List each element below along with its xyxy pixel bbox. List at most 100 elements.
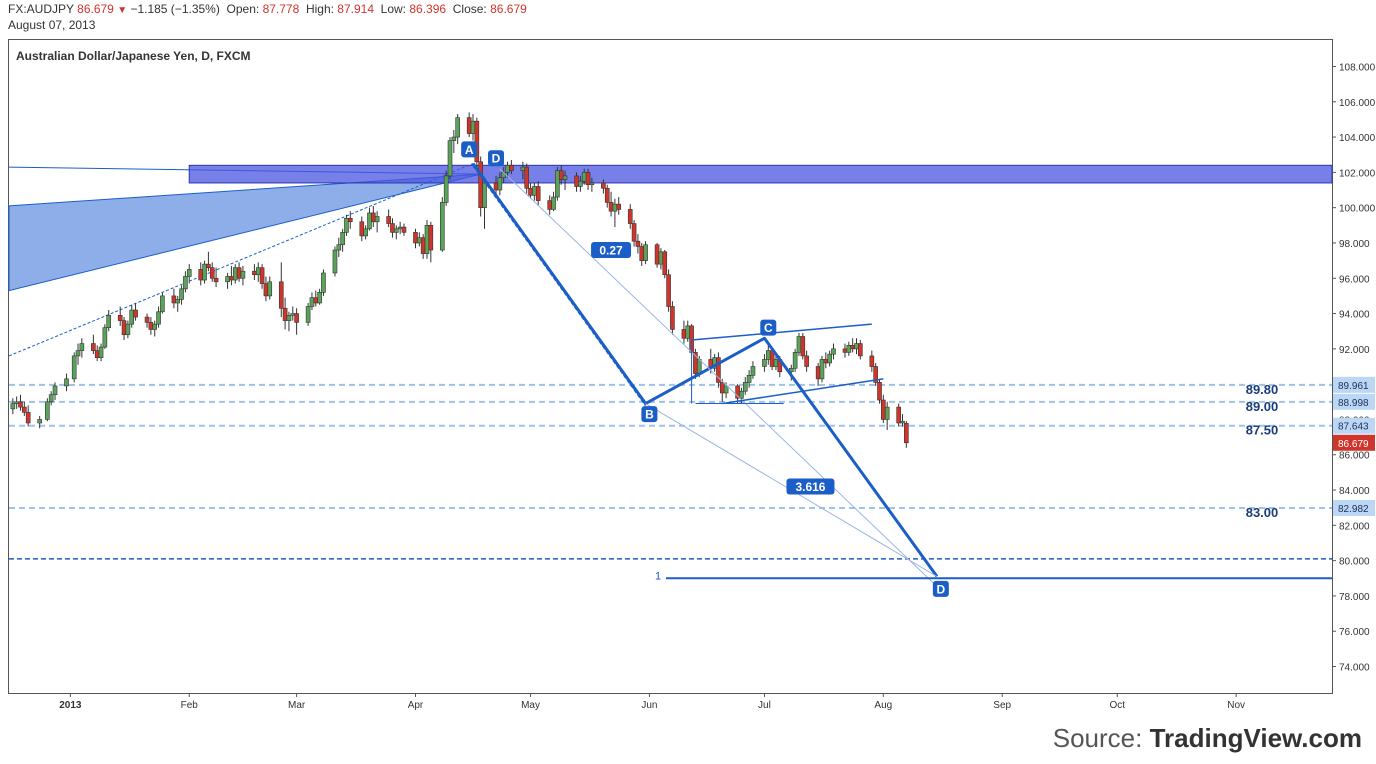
candle-body (696, 359, 702, 374)
candle-body (524, 166, 529, 189)
candle-body (390, 223, 395, 233)
x-axis[interactable]: 2013 Feb Mar Apr May Jun Jul Aug Sep Oct Nov (59, 693, 1245, 711)
candle-body (48, 394, 54, 403)
ratio-label-bg (591, 242, 632, 259)
candle-body (505, 165, 510, 173)
candle-body (858, 343, 863, 357)
candle-body (831, 348, 836, 355)
candle-body (91, 343, 96, 351)
candle-body (359, 221, 365, 237)
candle-body (643, 244, 648, 261)
x-tick-label: Apr (408, 700, 424, 711)
high-label: High: (305, 2, 334, 16)
y-tick-label: 84.000 (1339, 486, 1370, 497)
candle-body (532, 186, 537, 196)
x-tick-label: Aug (874, 700, 892, 711)
pattern-point-label-bg (641, 406, 658, 423)
axis-level-value: 82.982 (1338, 504, 1369, 515)
candle-body (64, 378, 69, 387)
candle-body (152, 323, 158, 330)
current-price-badge (1333, 434, 1375, 451)
y-tick-label: 94.000 (1339, 310, 1370, 321)
y-tick-label: 108.000 (1339, 62, 1376, 73)
candle-body (578, 180, 583, 187)
abcd-legs (471, 162, 939, 578)
level-label: 83.00 (1246, 505, 1279, 520)
abcd-pattern[interactable]: 1 A D B C D 0.27 3.616 (461, 141, 1332, 597)
current-price-value: 86.679 (1338, 439, 1369, 450)
candle-body (332, 249, 338, 274)
candle-body (478, 161, 483, 208)
candle-body (22, 406, 27, 413)
candle-body (133, 309, 138, 318)
candle-body (401, 226, 407, 233)
last-price: 86.679 (77, 2, 114, 16)
ratio-label-bg (786, 478, 835, 495)
candle-body (574, 175, 579, 187)
x-tick-label: Nov (1227, 700, 1245, 711)
candle-body (371, 212, 376, 223)
candle-body (252, 270, 257, 276)
candle-body (558, 170, 564, 180)
candle-body (555, 170, 560, 198)
candle-body (286, 315, 292, 321)
candle-body (148, 322, 154, 330)
price-levels[interactable]: 89.80 89.00 87.50 83.00 (9, 382, 1332, 560)
y-tick-label: 76.000 (1339, 627, 1370, 638)
candle-body (869, 355, 875, 367)
candle-body (18, 401, 23, 408)
candle-body (750, 366, 756, 376)
chart-header: FX:AUDJPY 86.679 ▼ −1.185 (−1.35%) Open:… (8, 2, 527, 33)
candle-body (854, 343, 859, 350)
candle-body (278, 281, 284, 309)
symbol[interactable]: FX:AUDJPY (8, 2, 74, 16)
candle-body (497, 177, 503, 191)
candle-body (106, 315, 112, 328)
candle-body (585, 172, 591, 186)
y-tick-label: 92.000 (1339, 345, 1370, 356)
pattern-point-label-bg (932, 580, 949, 597)
y-axis[interactable]: 74.000 76.000 78.000 80.000 82.000 84.000 86.0… (1332, 62, 1376, 674)
candle-body (363, 228, 368, 237)
candle-body (662, 251, 668, 276)
y-tick-label: 96.000 (1339, 274, 1370, 285)
candle-body (98, 346, 104, 358)
candle-body (206, 263, 211, 268)
candle-body (873, 366, 878, 383)
candle-body (528, 187, 533, 196)
candle-body (424, 225, 430, 254)
level-label: 89.80 (1246, 382, 1279, 397)
candle-body (225, 276, 230, 283)
candle-body (792, 352, 798, 369)
candle-body (175, 299, 181, 304)
candle-body (417, 237, 422, 244)
pattern-point-label-bg (760, 319, 777, 336)
candle-body (470, 120, 476, 134)
candle-body (604, 187, 610, 203)
candle-body (367, 212, 372, 230)
candle-body (413, 232, 418, 244)
candle-body (493, 182, 499, 191)
resistance-zone[interactable] (8, 163, 1333, 357)
axis-level-value: 88.998 (1338, 398, 1369, 409)
axis-level-value: 89.961 (1338, 381, 1369, 392)
source-brand[interactable]: TradingView.com (1149, 723, 1362, 753)
candle-body (259, 267, 265, 284)
candle-body (896, 406, 901, 424)
candle-body (340, 232, 345, 246)
y-tick-label: 106.000 (1339, 98, 1376, 109)
candle-body (589, 182, 595, 186)
candle-body (317, 292, 322, 304)
candle-body (344, 217, 349, 233)
candle-body (45, 401, 50, 420)
candle-body (117, 315, 123, 321)
candle-body (267, 281, 273, 297)
plot-area[interactable] (8, 39, 1333, 694)
ratio-label: 0.27 (599, 244, 623, 258)
source-prefix: Source: (1052, 723, 1143, 753)
candle-body (670, 306, 675, 330)
axis-level-badge (1333, 376, 1375, 393)
close-value: 86.679 (490, 2, 527, 16)
y-tick-label: 104.000 (1339, 133, 1376, 144)
